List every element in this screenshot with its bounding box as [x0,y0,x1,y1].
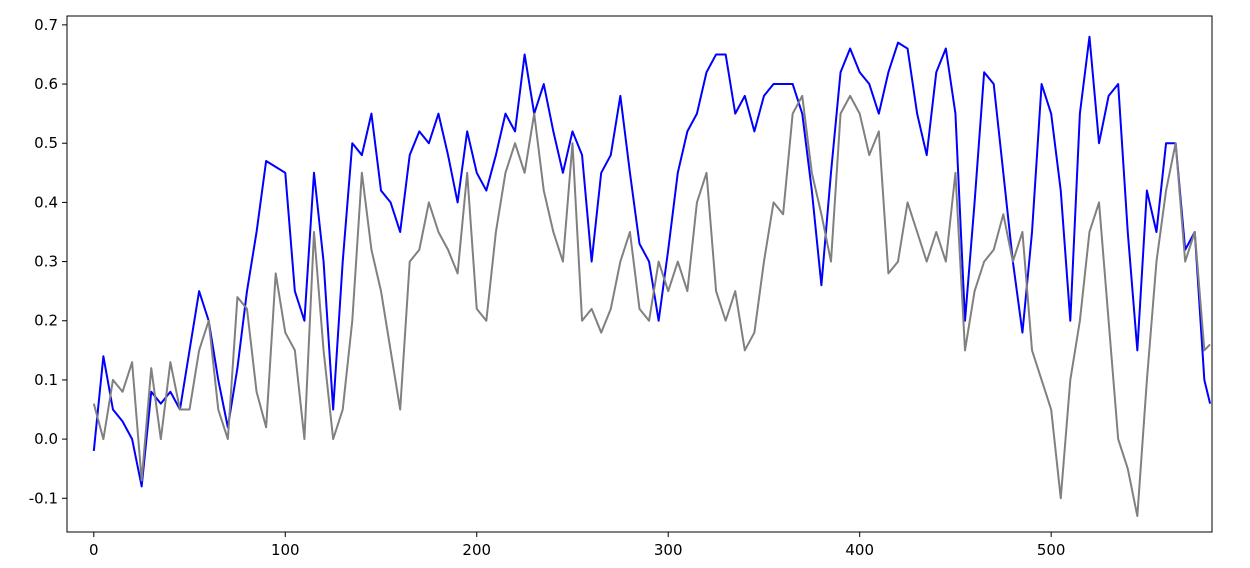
y-tick-label: 0.7 [34,16,58,34]
y-tick-label: 0.2 [34,312,58,330]
y-tick-label: 0.6 [34,75,58,93]
y-tick-label: 0.3 [34,253,58,271]
series-line [92,35,1212,488]
y-tick-label: 0.5 [34,134,58,152]
x-tick-label: 0 [89,541,99,559]
y-tick-label: 0.0 [34,430,58,448]
x-tick-label: 200 [462,541,491,559]
y-tick-label: -0.1 [29,489,58,507]
x-tick-label: 300 [654,541,683,559]
y-tick-label: 0.1 [34,371,58,389]
x-tick-label: 400 [845,541,874,559]
x-tick-label: 500 [1037,541,1066,559]
x-tick-label: 100 [271,541,300,559]
plot-frame [66,15,1213,533]
y-tick-label: 0.4 [34,193,58,211]
series-line [92,94,1211,518]
